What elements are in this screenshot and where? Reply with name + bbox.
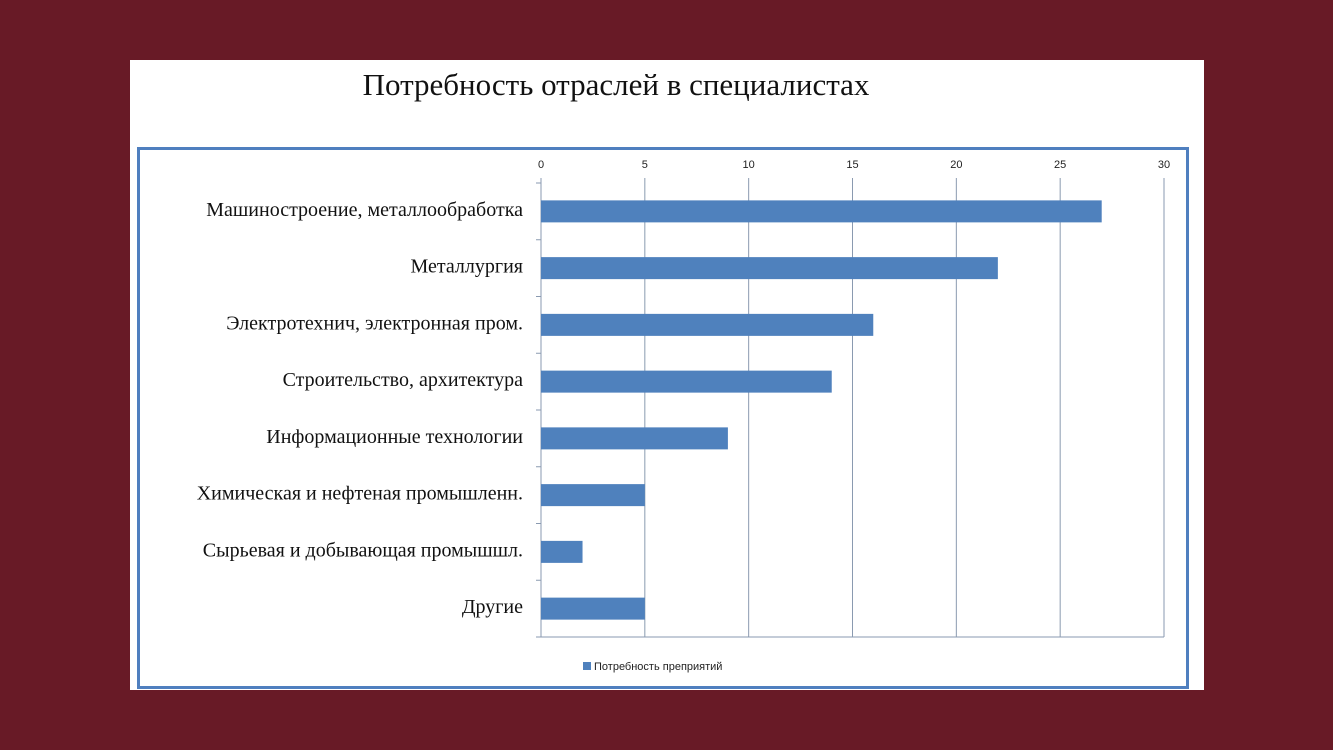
y-tick-label: Химическая и нефтеная промышленн. [197, 483, 523, 505]
chart-frame [137, 147, 1189, 689]
y-tick-label: Металлургия [411, 256, 524, 278]
bar [541, 597, 645, 620]
bar [541, 540, 583, 563]
bar [541, 484, 645, 507]
x-tick-label: 20 [950, 159, 962, 171]
bar [541, 427, 728, 450]
bar [541, 257, 998, 280]
x-tick-label: 25 [1054, 159, 1066, 171]
chart-title: Потребность отраслей в специалистах [363, 67, 870, 102]
x-tick-label: 10 [743, 159, 755, 171]
bar [541, 370, 832, 393]
y-tick-label: Другие [462, 596, 523, 618]
y-tick-label: Машиностроение, металлообработка [206, 199, 523, 221]
x-tick-label: 30 [1158, 159, 1170, 171]
y-tick-label: Сырьевая и добывающая промышшл. [203, 539, 523, 561]
legend-swatch [583, 662, 591, 670]
x-tick-label: 0 [538, 159, 544, 171]
x-tick-label: 5 [642, 159, 648, 171]
legend-label: Потребность преприятий [594, 661, 722, 673]
y-tick-label: Информационные технологии [266, 426, 523, 448]
bar [541, 313, 874, 336]
y-tick-label: Строительство, архитектура [283, 369, 524, 391]
bar [541, 200, 1102, 223]
x-tick-label: 15 [846, 159, 858, 171]
y-tick-label: Электротехнич, электронная пром. [226, 312, 523, 334]
